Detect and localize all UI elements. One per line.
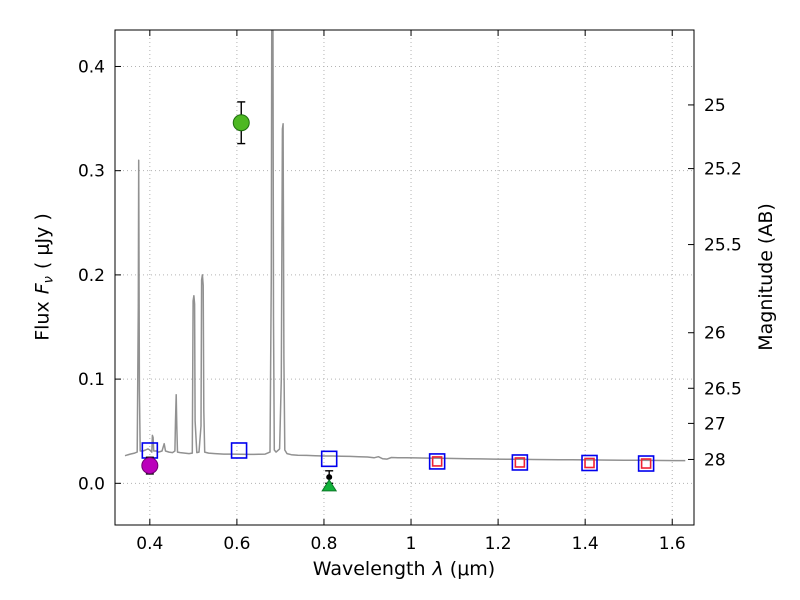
x-tick-label: 1 xyxy=(406,534,417,554)
model-photometry-square-alt xyxy=(640,458,652,469)
y-tick-right-label: 28 xyxy=(704,450,726,470)
x-tick-label: 0.8 xyxy=(310,534,337,554)
model-photometry-square xyxy=(637,455,655,472)
y-tick-left-label: 0.0 xyxy=(78,474,105,494)
y-tick-right-label: 26.5 xyxy=(704,379,742,399)
upper-limit-0.8um xyxy=(321,478,338,492)
model-photometry-square-alt xyxy=(431,456,443,467)
x-axis-label-text: Wavelength xyxy=(312,558,426,580)
axes-frame xyxy=(114,29,695,526)
y-axis-left-unit: ( μJy ) xyxy=(31,213,54,270)
y-axis-left-label: Flux Fν ( μJy ) xyxy=(32,213,57,341)
x-axis-label: Wavelength λ (μm) xyxy=(313,558,495,580)
y-tick-right-label: 27 xyxy=(704,414,726,434)
observed-flux-0.6um xyxy=(232,114,250,132)
observed-flux-0.8um xyxy=(326,474,333,481)
x-axis-symbol: λ xyxy=(432,558,444,580)
x-tick-label: 1.2 xyxy=(485,534,512,554)
y-axis-right-label: Magnitude (AB) xyxy=(755,203,777,351)
y-tick-left-label: 0.2 xyxy=(78,266,105,286)
x-tick-label: 0.4 xyxy=(136,534,163,554)
model-photometry-square-alt xyxy=(514,457,526,468)
y-tick-right-label: 25.2 xyxy=(704,160,742,180)
x-axis-unit: (μm) xyxy=(449,558,496,580)
model-photometry-square xyxy=(320,450,338,468)
observed-flux-0.4um xyxy=(141,457,159,475)
y-axis-left-text: Flux xyxy=(31,301,54,341)
model-photometry-square xyxy=(581,454,598,472)
model-photometry-square-alt xyxy=(584,457,595,469)
x-tick-label: 1.6 xyxy=(659,534,686,554)
x-tick-label: 0.6 xyxy=(223,534,250,554)
y-tick-right-label: 26 xyxy=(704,324,726,344)
y-tick-right-label: 25 xyxy=(704,96,726,116)
y-tick-right-label: 25.5 xyxy=(704,236,742,256)
model-photometry-square xyxy=(511,454,529,471)
model-photometry-square xyxy=(428,453,446,470)
y-tick-left-label: 0.1 xyxy=(78,370,105,390)
y-tick-left-label: 0.3 xyxy=(78,162,105,182)
model-photometry-square xyxy=(230,442,248,459)
y-tick-left-label: 0.4 xyxy=(78,57,105,77)
flux-symbol: F xyxy=(31,283,54,295)
model-spectrum-line xyxy=(124,30,686,462)
x-tick-label: 1.4 xyxy=(572,534,599,554)
flux-subscript: ν xyxy=(41,276,57,284)
